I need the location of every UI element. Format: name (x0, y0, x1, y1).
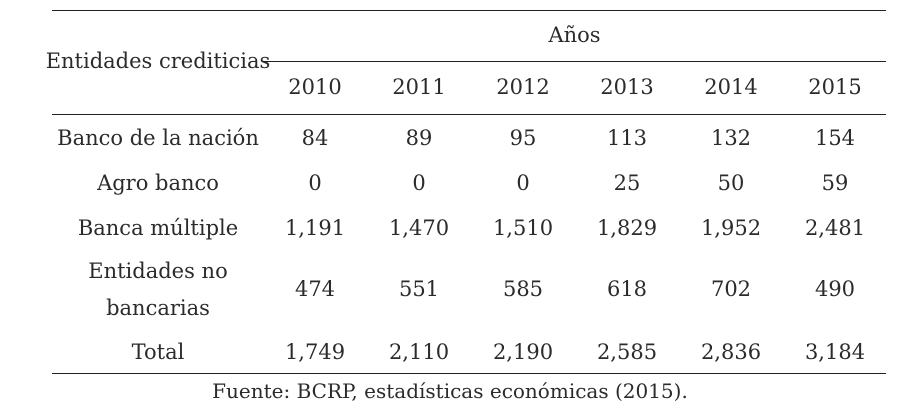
table-cell: 702 (710, 277, 752, 301)
row-label: Agro banco (97, 171, 219, 195)
table-cell: 490 (814, 277, 856, 301)
year-header: 2015 (808, 75, 862, 99)
table-top-rule (52, 10, 886, 11)
table-cell: 2,836 (700, 340, 762, 364)
table-cell: 2,110 (388, 340, 450, 364)
year-header: 2013 (600, 75, 654, 99)
source-note: Fuente: BCRP, estadísticas económicas (2… (212, 379, 688, 403)
table-cell: 2,190 (492, 340, 554, 364)
row-header: Entidades crediticias (45, 49, 271, 73)
years-group-header: Años (548, 23, 601, 47)
row-label: Banca múltiple (77, 216, 239, 240)
year-header: 2010 (288, 75, 342, 99)
table-cell: 154 (814, 126, 856, 150)
table-cell: 474 (294, 277, 336, 301)
year-header: 2011 (392, 75, 446, 99)
table-cell: 84 (301, 126, 329, 150)
row-label: Total (131, 340, 185, 364)
table-cell: 89 (405, 126, 433, 150)
table-cell: 2,481 (804, 216, 866, 240)
table-bottom-rule (52, 373, 886, 374)
table-cell: 585 (502, 277, 544, 301)
year-header: 2014 (704, 75, 758, 99)
table-cell: 50 (717, 171, 745, 195)
table-cell: 0 (308, 171, 322, 195)
table-cell: 25 (613, 171, 641, 195)
year-header: 2012 (496, 75, 550, 99)
row-label-line-2: bancarias (106, 296, 210, 320)
table-cell: 0 (412, 171, 426, 195)
table-cell: 3,184 (804, 340, 866, 364)
table-cell: 1,749 (284, 340, 346, 364)
table-cell: 1,510 (492, 216, 554, 240)
table-cell: 95 (509, 126, 537, 150)
years-group-rule (263, 61, 886, 62)
table-cell: 1,829 (596, 216, 658, 240)
row-label-line-1: Entidades no (88, 259, 228, 283)
table-cell: 1,952 (700, 216, 762, 240)
table-cell: 1,470 (388, 216, 450, 240)
table-cell: 0 (516, 171, 530, 195)
table-cell: 2,585 (596, 340, 658, 364)
table-cell: 551 (398, 277, 440, 301)
row-label: Banco de la nación (57, 126, 259, 150)
table-cell: 618 (606, 277, 648, 301)
table-cell: 113 (606, 126, 648, 150)
table-cell: 132 (710, 126, 752, 150)
table-cell: 1,191 (284, 216, 346, 240)
header-bottom-rule (52, 114, 886, 115)
table-cell: 59 (821, 171, 849, 195)
